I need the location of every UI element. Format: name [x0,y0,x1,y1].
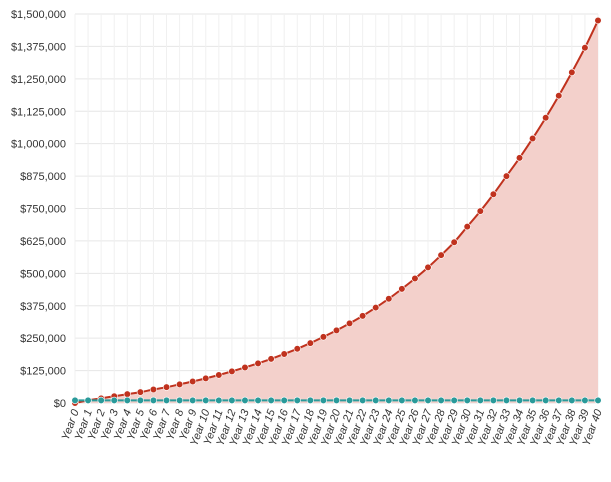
series-0-point [176,380,184,388]
series-0-point [489,190,498,198]
series-1-point [162,396,171,405]
series-0-point [215,371,223,379]
series-1-point [202,396,210,405]
series-1-point [149,396,158,405]
series-1-point [189,396,197,405]
series-0-point [359,312,367,320]
series-0-point [123,390,131,398]
y-tick-label: $0 [54,398,66,410]
series-areas [75,20,598,403]
series-0-point [241,363,249,372]
series-1-point [437,396,445,405]
series-0-point [293,345,301,353]
series-0-point [515,154,524,162]
series-1-point [215,396,223,405]
series-0-point [437,251,445,259]
series-1-point [332,396,341,405]
y-tick-label: $1,125,000 [11,106,66,118]
series-0-point [581,44,589,52]
series-0-point [372,303,380,312]
series-0-point [162,383,171,391]
series-1-point [293,396,301,405]
y-tick-label: $750,000 [20,204,66,216]
series-1-point [424,396,432,405]
series-0-point [542,114,550,122]
series-0-point [568,68,576,76]
series-1-point [84,396,92,405]
y-tick-label: $250,000 [20,333,66,345]
series-1-point [450,396,458,405]
series-1-point [254,396,262,405]
series-0-point [228,367,236,375]
series-1-point [542,396,550,405]
series-1-point [581,396,589,405]
series-1-point [489,396,498,405]
y-tick-label: $625,000 [20,236,66,248]
series-1-point [97,396,105,405]
series-1-point [110,396,118,405]
series-0-point [136,388,144,396]
series-1-point [319,396,328,405]
series-1-point [71,396,79,405]
series-0-point [424,263,432,271]
series-0-area [75,20,598,403]
y-tick-label: $1,500,000 [11,9,66,21]
series-0-point [385,295,393,303]
series-0-point [202,374,210,382]
series-1-point [398,396,406,405]
series-0-point [398,285,406,293]
series-1-point [136,396,144,405]
series-0-point [189,377,197,386]
series-0-point [254,359,262,367]
series-0-point [319,333,328,341]
y-tick-label: $375,000 [20,301,66,313]
series-1-point [515,396,524,405]
series-1-point [372,396,380,405]
series-1-point [594,396,602,405]
series-1-point [228,396,236,405]
series-0-point [555,92,563,100]
series-0-point [345,319,354,327]
series-0-point [476,207,484,215]
y-tick-label: $1,250,000 [11,74,66,86]
series-0-point [332,326,341,334]
y-tick-label: $125,000 [20,366,66,378]
series-0-point [280,350,288,358]
series-1-point [306,396,314,405]
series-0-point [594,16,602,25]
series-1-point [345,396,354,405]
series-0-point [149,385,158,394]
series-1-point [280,396,288,405]
series-0-point [529,134,537,143]
series-0-point [502,172,511,180]
series-1-point [385,396,393,405]
series-0-point [411,274,419,283]
series-1-point [555,396,563,405]
series-1-point [359,396,367,405]
y-tick-label: $1,375,000 [11,41,66,53]
series-1-point [463,396,471,405]
series-1-point [568,396,576,405]
y-axis: $0 $125,000 $250,000 $375,000 $500,000 $625,0… [11,9,66,410]
series-0-point [450,238,458,246]
series-1-point [476,396,484,405]
series-0-point [306,339,314,347]
series-1-point [411,396,419,405]
series-1-point [502,396,511,405]
y-tick-label: $875,000 [20,171,66,183]
series-0-point [463,223,471,231]
series-1-point [123,396,131,405]
series-1-point [529,396,537,405]
series-0-point [267,355,275,363]
series-1-point [267,396,275,405]
series-points [71,16,602,407]
series-1-point [241,396,249,405]
y-tick-label: $1,000,000 [11,139,66,151]
series-1-point [176,396,184,405]
y-tick-label: $500,000 [20,268,66,280]
